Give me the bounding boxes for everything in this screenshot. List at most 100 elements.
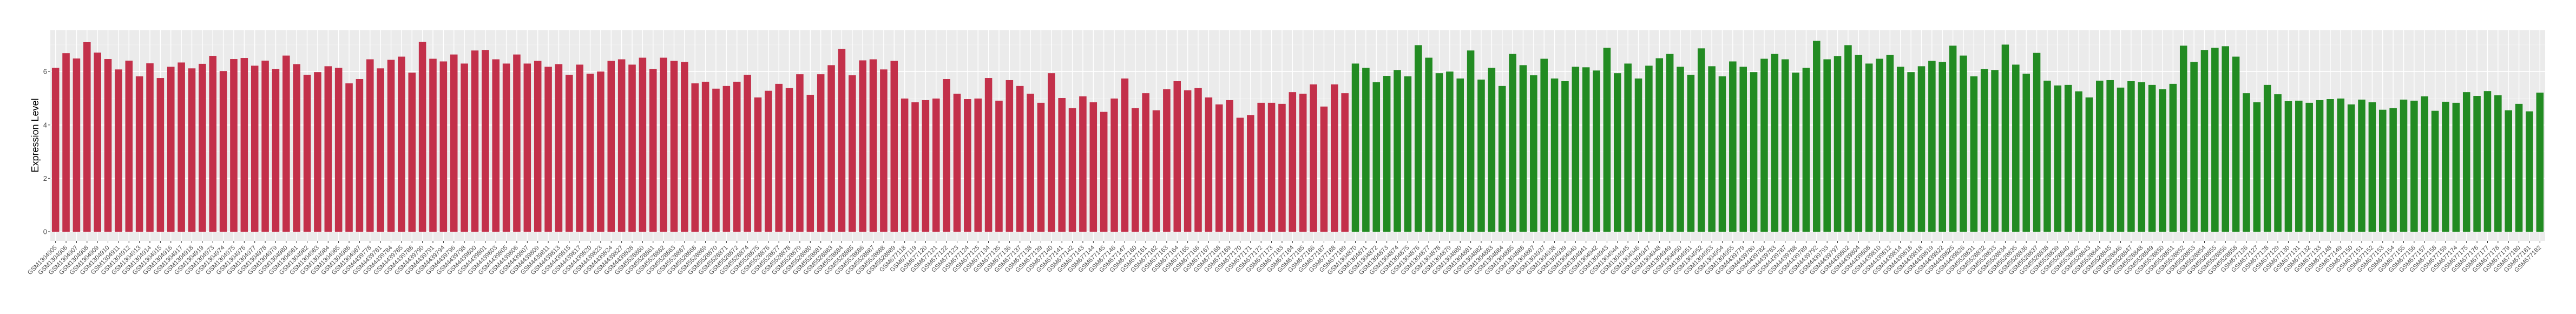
bar-GSM1304987: [356, 79, 364, 232]
bar-GSM5528868: [691, 83, 699, 232]
bar-GSM4439826: [1960, 55, 1967, 232]
bar-GSM5528867: [681, 62, 688, 232]
bar-GSM4439790: [418, 42, 426, 232]
bar-GSM1304912: [125, 60, 133, 232]
bar-GSM4439827: [617, 59, 626, 232]
bar-GSM4439787: [1781, 59, 1789, 232]
bar-GSM677154: [2389, 108, 2397, 232]
bar-GSM4439819: [1928, 61, 1936, 232]
bar-GSM1304975: [230, 59, 238, 232]
bar-GSM677126: [2243, 93, 2250, 232]
bar-GSM1304885: [1509, 54, 1516, 232]
bar-GSM5528855: [2211, 48, 2219, 232]
bar-GSM1304884: [1498, 86, 1506, 232]
bar-GSM677132: [2305, 102, 2313, 232]
bar-GSM5528887: [869, 59, 877, 232]
bar-GSM677160: [1131, 108, 1139, 232]
bar-GSM4439824: [607, 61, 615, 232]
bar-GSM1304981: [293, 64, 300, 232]
bar-GSM677184: [1289, 92, 1297, 232]
bar-GSM677163: [1163, 89, 1171, 232]
bar-GSM1304941: [1582, 67, 1590, 232]
bar-GSM5528852: [2179, 45, 2187, 232]
bar-GSM677171: [1247, 115, 1254, 232]
bar-GSM4439811: [544, 67, 552, 232]
bar-GSM4439806: [513, 54, 521, 232]
bar-GSM1304911: [115, 69, 122, 232]
bar-GSM677150: [2347, 104, 2355, 232]
bar-GSM1304978: [261, 60, 269, 232]
bar-GSM677177: [2483, 91, 2492, 232]
bar-GSM5528854: [2200, 50, 2209, 232]
y-axis-title: Expression Level: [30, 98, 41, 172]
bar-GSM677175: [2462, 92, 2470, 232]
bar-GSM1304882: [1477, 79, 1485, 232]
bar-GSM1304979: [272, 69, 280, 232]
bar-GSM1304980: [282, 55, 290, 232]
bar-GSM1304950: [1677, 67, 1684, 232]
bar-GSM4439785: [398, 56, 405, 232]
bar-GSM677127: [2253, 102, 2261, 232]
bar-GSM5528877: [775, 83, 783, 232]
bar-GSM4439814: [1896, 67, 1904, 232]
bar-GSM4439792: [1813, 41, 1821, 232]
bar-GSM677134: [984, 78, 993, 232]
bar-GSM5528842: [2075, 91, 2082, 232]
bar-GSM677128: [2263, 84, 2271, 232]
bar-GSM4439822: [1938, 62, 1947, 232]
bar-GSM4439783: [1771, 54, 1779, 232]
bar-GSM1304939: [1561, 81, 1569, 232]
bar-GSM4439794: [439, 61, 448, 232]
bars: [51, 41, 2544, 232]
bar-GSM1304973: [209, 56, 217, 232]
bar-GSM4439825: [1949, 45, 1957, 232]
bar-GSM4439789: [1802, 68, 1810, 232]
bar-GSM5528853: [2190, 62, 2198, 232]
bar-GSM677122: [943, 79, 950, 232]
bar-GSM677170: [1236, 117, 1244, 232]
bar-GSM4439823: [597, 71, 604, 232]
bar-GSM5528883: [827, 65, 835, 232]
bar-GSM677178: [2494, 95, 2502, 232]
bar-GSM677179: [2505, 110, 2512, 232]
bar-GSM677133: [2316, 100, 2324, 232]
bar-GSM5528845: [2106, 80, 2114, 232]
bar-GSM1304910: [104, 59, 112, 232]
bar-GSM5528875: [754, 97, 762, 232]
bar-GSM677135: [995, 100, 1003, 232]
bar-GSM4439809: [534, 61, 542, 232]
bar-GSM5528835: [2012, 64, 2020, 232]
bar-GSM1304949: [1666, 54, 1674, 232]
bar-GSM677144: [1089, 102, 1098, 232]
bar-GSM5528889: [890, 61, 898, 232]
bar-GSM4439816: [1907, 72, 1915, 232]
bar-GSM677169: [1226, 100, 1233, 232]
bar-GSM1304945: [1624, 63, 1632, 232]
bar-GSM1304986: [345, 83, 353, 232]
bar-GSM4439820: [586, 74, 594, 232]
bar-GSM677140: [1048, 73, 1055, 232]
bar-GSM5528886: [859, 60, 866, 232]
bar-GSM677180: [2515, 103, 2523, 232]
bar-GSM4439780: [1750, 72, 1758, 232]
bar-GSM677129: [2274, 94, 2282, 232]
bar-GSM5528833: [1991, 70, 1999, 232]
bar-GSM5528831: [1970, 76, 1978, 232]
bar-GSM1304916: [167, 67, 175, 232]
bar-GSM1304918: [188, 68, 196, 232]
bar-GSM677125: [974, 98, 982, 232]
bar-GSM5528856: [2222, 46, 2230, 232]
bar-GSM4439801: [482, 50, 489, 232]
bar-GSM4439788: [1792, 73, 1799, 232]
bar-GSM677156: [2410, 100, 2418, 232]
bar-GSM677162: [1152, 110, 1160, 232]
bar-GSM677186: [1310, 84, 1317, 232]
bar-GSM677176: [2473, 96, 2481, 232]
bar-GSM4439805: [502, 63, 510, 232]
bar-GSM5528843: [2085, 97, 2093, 232]
bar-GSM1304952: [1697, 48, 1705, 232]
bar-GSM1304919: [199, 63, 206, 232]
bar-GSM677152: [2368, 102, 2376, 232]
bar-GSM677145: [1100, 112, 1108, 232]
bar-GSM1304976: [240, 58, 248, 232]
